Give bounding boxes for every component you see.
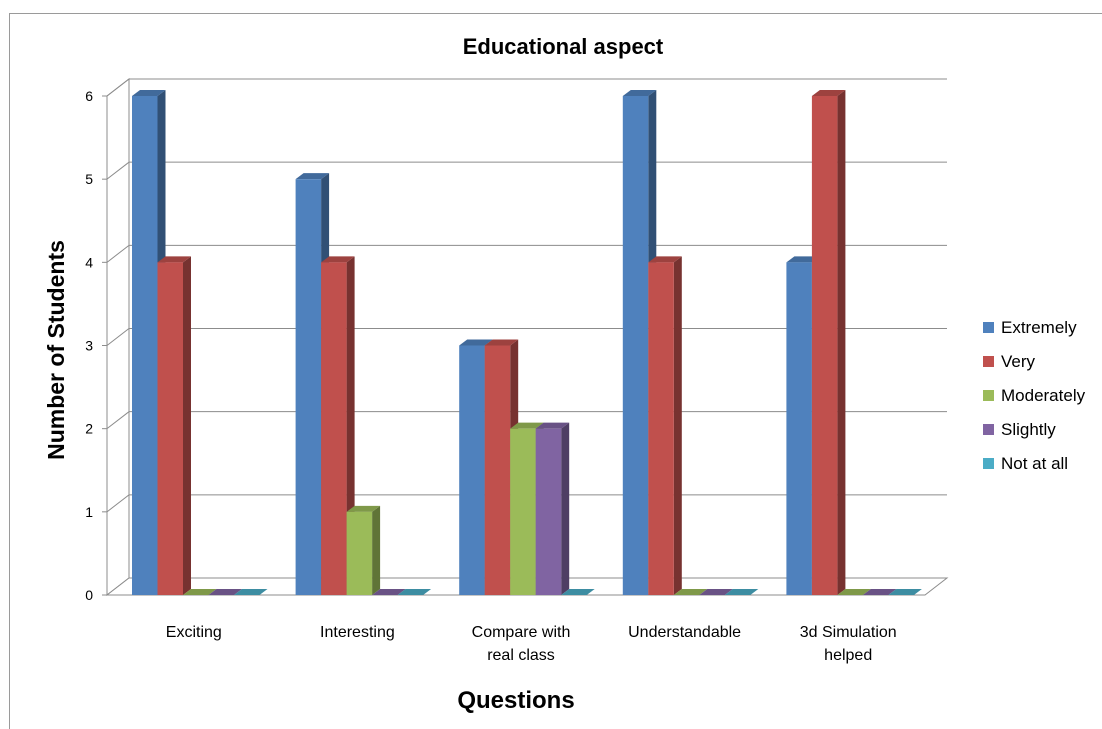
legend-label: Not at all xyxy=(1001,454,1068,473)
y-tick-label: 6 xyxy=(85,88,93,104)
bar xyxy=(158,256,192,595)
bar-front xyxy=(158,262,184,595)
bar-front xyxy=(786,262,812,595)
x-tick-label: Understandable xyxy=(628,624,741,641)
bar-front xyxy=(536,429,562,595)
bar-front xyxy=(321,262,347,595)
y-tick-label: 2 xyxy=(85,421,93,437)
x-tick-label: 3d Simulation helped xyxy=(800,624,897,664)
legend: Extremely Very Moderately Slightly Not at al… xyxy=(983,318,1086,473)
x-axis-ticks: Exciting Interesting Compare with real clas… xyxy=(166,624,897,664)
legend-swatch xyxy=(983,424,994,435)
bar-side xyxy=(561,423,569,595)
x-tick-label: Interesting xyxy=(320,624,395,641)
bar xyxy=(812,90,846,595)
y-tick-label: 4 xyxy=(85,254,93,270)
y-tick-label: 0 xyxy=(85,587,93,603)
y-tick-label: 1 xyxy=(85,504,93,520)
bar-front xyxy=(623,96,649,595)
legend-label: Very xyxy=(1001,352,1036,371)
bar-front xyxy=(132,96,158,595)
y-tick-label: 3 xyxy=(85,338,93,354)
bar-side xyxy=(372,506,380,595)
x-tick-label: Compare with real class xyxy=(472,624,571,664)
y-axis-label: Number of Students xyxy=(43,240,69,460)
chart-title: Educational aspect xyxy=(463,34,664,59)
legend-swatch xyxy=(983,458,994,469)
bar xyxy=(347,506,381,595)
bar-front xyxy=(459,346,485,596)
bar-front xyxy=(296,179,322,595)
legend-swatch xyxy=(983,322,994,333)
bar xyxy=(648,256,682,595)
bars xyxy=(132,90,922,595)
bar-front xyxy=(485,346,511,596)
bar-front xyxy=(648,262,674,595)
bar-side xyxy=(674,256,682,595)
x-axis-label: Questions xyxy=(457,687,574,714)
bar-side xyxy=(183,256,191,595)
legend-swatch xyxy=(983,390,994,401)
bar xyxy=(536,423,570,595)
bar-side xyxy=(837,90,845,595)
bar-front xyxy=(510,429,536,595)
legend-label: Slightly xyxy=(1001,420,1056,439)
bar-front xyxy=(812,96,838,595)
bar-front xyxy=(347,512,373,595)
legend-label: Extremely xyxy=(1001,318,1077,337)
x-tick-label: Exciting xyxy=(166,624,222,641)
legend-label: Moderately xyxy=(1001,386,1086,405)
y-tick-label: 5 xyxy=(85,171,93,187)
legend-swatch xyxy=(983,356,994,367)
y-axis-ticks: 0 1 2 3 4 5 6 xyxy=(85,88,107,603)
